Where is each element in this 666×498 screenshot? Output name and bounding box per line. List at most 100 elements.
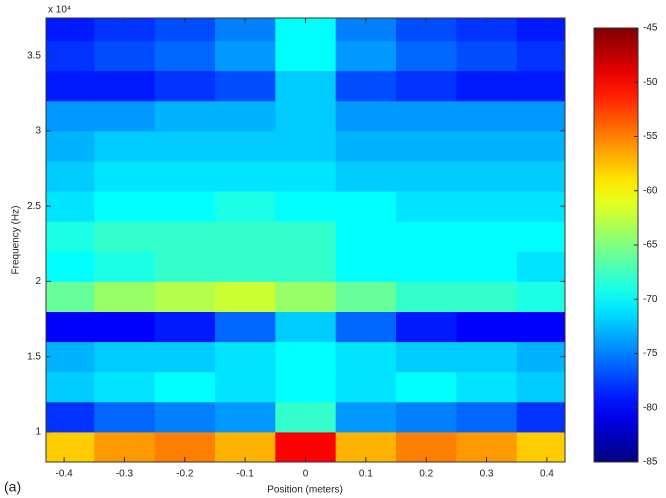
heatmap-cell bbox=[396, 221, 457, 252]
heatmap-cell bbox=[154, 18, 216, 42]
heatmap-cell bbox=[46, 251, 95, 282]
x-tick-label: 0.3 bbox=[480, 469, 494, 480]
heatmap-cell bbox=[94, 371, 156, 403]
x-tick-label: 0.4 bbox=[540, 469, 554, 480]
heatmap-cell bbox=[456, 40, 518, 72]
heatmap-cell bbox=[396, 251, 457, 282]
heatmap-cell bbox=[335, 281, 397, 312]
colorbar-tick-label: -55 bbox=[643, 131, 658, 142]
heatmap-cell bbox=[456, 311, 518, 343]
heatmap-cell bbox=[335, 160, 397, 192]
x-tick-label: 0.1 bbox=[359, 469, 373, 480]
heatmap-cell bbox=[335, 371, 397, 403]
heatmap-cell bbox=[456, 18, 518, 42]
x-tick-label: 0 bbox=[303, 469, 309, 480]
heatmap-cell bbox=[154, 160, 216, 192]
heatmap-cell bbox=[46, 341, 95, 373]
x-tick-label: -0.1 bbox=[237, 469, 255, 480]
heatmap-cell bbox=[516, 251, 565, 282]
heatmap-cell bbox=[516, 311, 565, 343]
heatmap-cell bbox=[214, 130, 276, 162]
heatmap-cell bbox=[94, 160, 156, 192]
heatmap-cell bbox=[94, 18, 156, 42]
heatmap-cell bbox=[456, 431, 518, 462]
y-tick-label: 2 bbox=[35, 276, 41, 287]
heatmap-cell bbox=[516, 70, 565, 102]
x-tick-label: 0.2 bbox=[419, 469, 433, 480]
heatmap-cell bbox=[456, 130, 518, 162]
heatmap-cell bbox=[94, 191, 156, 222]
heatmap-cell bbox=[275, 341, 337, 373]
heatmap-cell bbox=[214, 221, 276, 252]
heatmap-cell bbox=[335, 431, 397, 462]
heatmap-cell bbox=[46, 401, 95, 433]
heatmap-cell bbox=[275, 191, 337, 222]
heatmap-cell bbox=[335, 70, 397, 102]
colorbar-tick-label: -70 bbox=[643, 294, 658, 305]
heatmap-cell bbox=[335, 40, 397, 72]
heatmap-cell bbox=[94, 281, 156, 312]
heatmap-cell bbox=[456, 251, 518, 282]
colorbar-tick-label: -85 bbox=[643, 457, 658, 468]
heatmap-cell bbox=[335, 311, 397, 343]
heatmap-cell bbox=[275, 130, 337, 162]
heatmap-cell bbox=[516, 401, 565, 433]
heatmap-cell bbox=[94, 311, 156, 343]
heatmap-cell bbox=[46, 221, 95, 252]
heatmap-cell bbox=[516, 221, 565, 252]
heatmap-cell bbox=[46, 371, 95, 403]
heatmap-cell bbox=[275, 281, 337, 312]
heatmap-cell bbox=[154, 191, 216, 222]
heatmap-cell bbox=[275, 431, 337, 462]
heatmap-cell bbox=[396, 371, 457, 403]
heatmap-cell bbox=[396, 401, 457, 433]
heatmap-cell bbox=[275, 221, 337, 252]
heatmap-cell bbox=[396, 160, 457, 192]
heatmap-cell bbox=[456, 401, 518, 433]
heatmap-cell bbox=[516, 100, 565, 132]
heatmap-cell bbox=[516, 371, 565, 403]
y-tick-label: 1.5 bbox=[27, 351, 41, 362]
heatmap-cell bbox=[214, 341, 276, 373]
heatmap-cell bbox=[94, 70, 156, 102]
heatmap-cell bbox=[46, 311, 95, 343]
heatmap-cell bbox=[46, 130, 95, 162]
heatmap-cell bbox=[516, 431, 565, 462]
heatmap-cell bbox=[456, 191, 518, 222]
heatmap-cell bbox=[275, 18, 337, 42]
heatmap-cell bbox=[214, 191, 276, 222]
heatmap-cell bbox=[275, 311, 337, 343]
heatmap-cell bbox=[335, 341, 397, 373]
colorbar-tick-label: -45 bbox=[643, 23, 658, 34]
heatmap-cell bbox=[46, 18, 95, 42]
heatmap-cell bbox=[335, 18, 397, 42]
heatmap-cell bbox=[214, 251, 276, 282]
heatmap-cell bbox=[94, 130, 156, 162]
panel-label: (a) bbox=[4, 479, 21, 495]
colorbar-tick-label: -60 bbox=[643, 185, 658, 196]
heatmap-cell bbox=[214, 70, 276, 102]
heatmap-cell bbox=[456, 160, 518, 192]
heatmap-cell bbox=[275, 160, 337, 192]
x-tick-label: -0.2 bbox=[176, 469, 194, 480]
heatmap-cell bbox=[154, 251, 216, 282]
colorbar-tick-label: -50 bbox=[643, 77, 658, 88]
heatmap-cell bbox=[456, 221, 518, 252]
heatmap-cell bbox=[275, 40, 337, 72]
heatmap-cell bbox=[94, 341, 156, 373]
heatmap-cell bbox=[154, 341, 216, 373]
heatmap-cell bbox=[456, 70, 518, 102]
heatmap-cell bbox=[516, 130, 565, 162]
heatmap bbox=[46, 18, 565, 462]
heatmap-cell bbox=[154, 70, 216, 102]
colorbar-tick-label: -75 bbox=[643, 348, 658, 359]
heatmap-cell bbox=[275, 401, 337, 433]
heatmap-cell bbox=[154, 221, 216, 252]
heatmap-cell bbox=[516, 341, 565, 373]
heatmap-cell bbox=[275, 371, 337, 403]
heatmap-cell bbox=[94, 100, 156, 132]
heatmap-cell bbox=[396, 100, 457, 132]
heatmap-cell bbox=[456, 371, 518, 403]
x-axis-label: Position (meters) bbox=[267, 485, 343, 496]
heatmap-cell bbox=[214, 40, 276, 72]
